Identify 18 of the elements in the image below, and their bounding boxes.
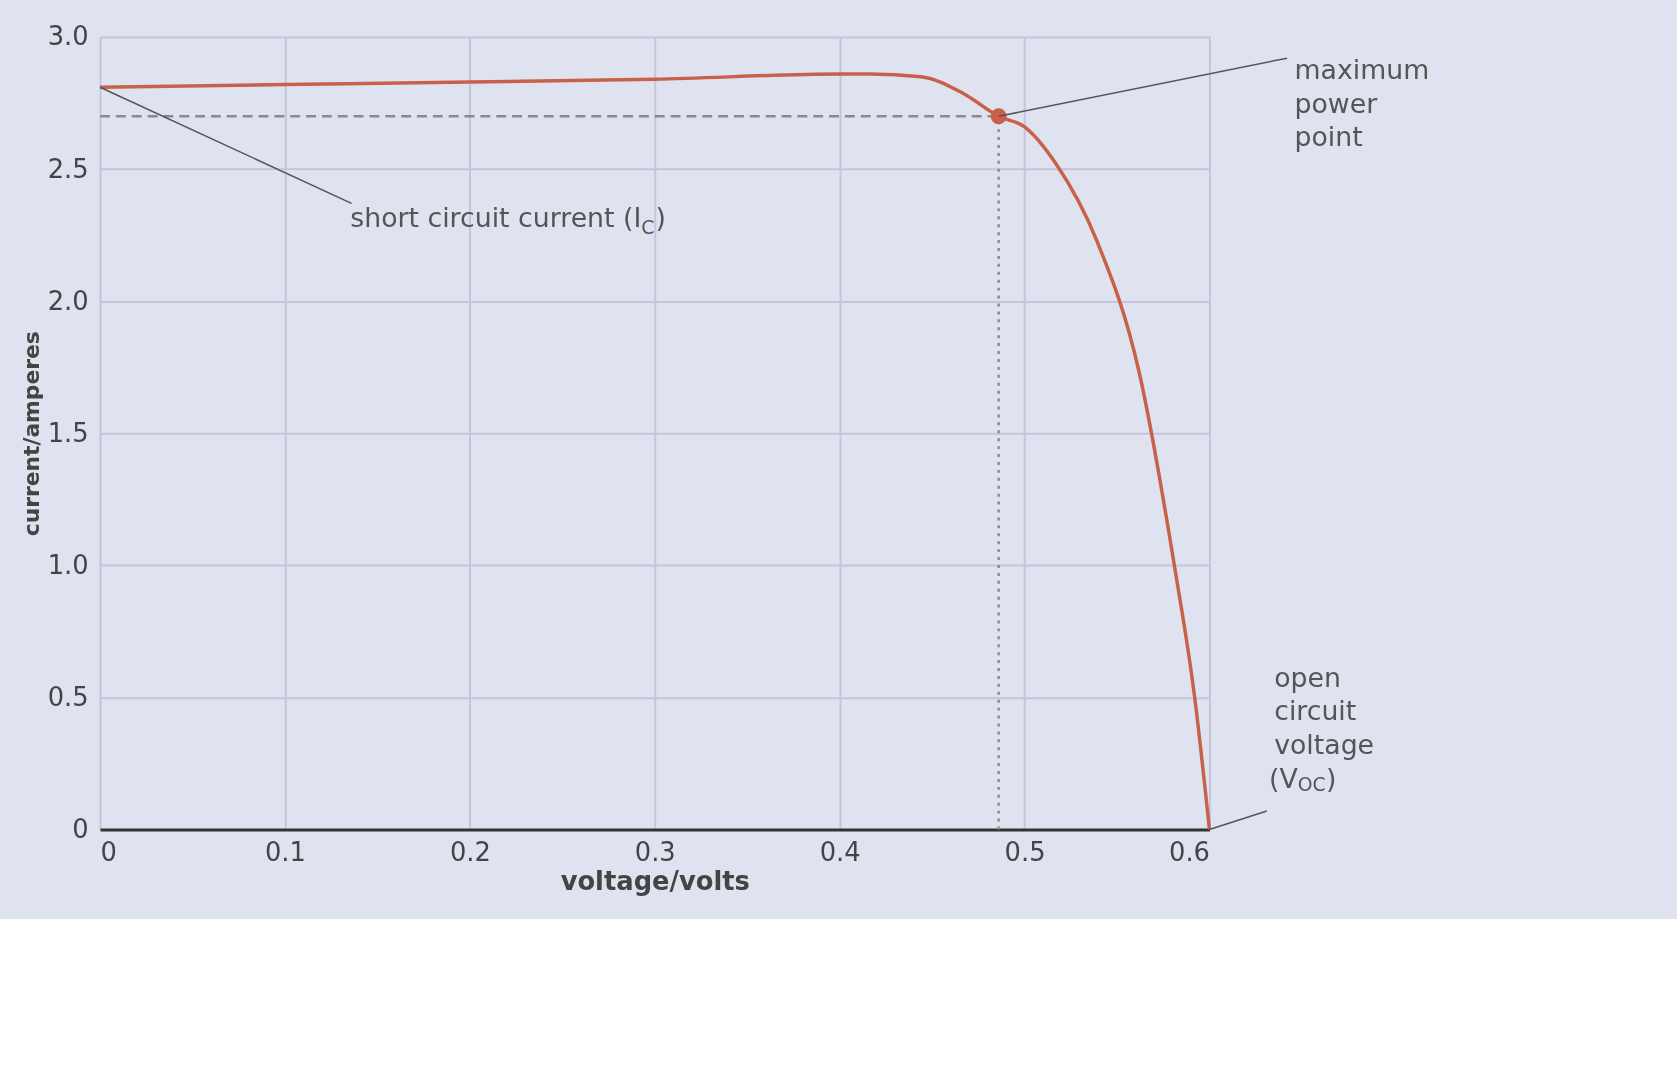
line-series xyxy=(98,72,1212,832)
x-tick-label: 0.6 xyxy=(1169,836,1210,867)
x-tick-label: 0.2 xyxy=(449,836,491,867)
y-axis-title: current/amperes xyxy=(18,331,44,537)
x-axis-title: voltage/volts xyxy=(560,866,750,897)
x-tick-label: 0.3 xyxy=(634,836,676,867)
y-tick-label: 2.5 xyxy=(47,153,89,184)
annotation: maximum power point xyxy=(1294,53,1430,153)
y-tick-label: 3.0 xyxy=(47,21,89,52)
y-tick-label: 1.0 xyxy=(47,549,89,580)
x-tick-label: 0.1 xyxy=(264,836,306,867)
x-tick-label: 0 xyxy=(100,836,117,867)
x-tick-label: 0.5 xyxy=(1004,836,1046,867)
x-tick-label: 0.4 xyxy=(819,836,861,867)
y-tick-label: 0.5 xyxy=(47,681,89,712)
y-tick-label: 1.5 xyxy=(47,417,89,448)
y-tick-label: 2.0 xyxy=(47,285,89,316)
y-tick-label: 0 xyxy=(72,813,89,844)
